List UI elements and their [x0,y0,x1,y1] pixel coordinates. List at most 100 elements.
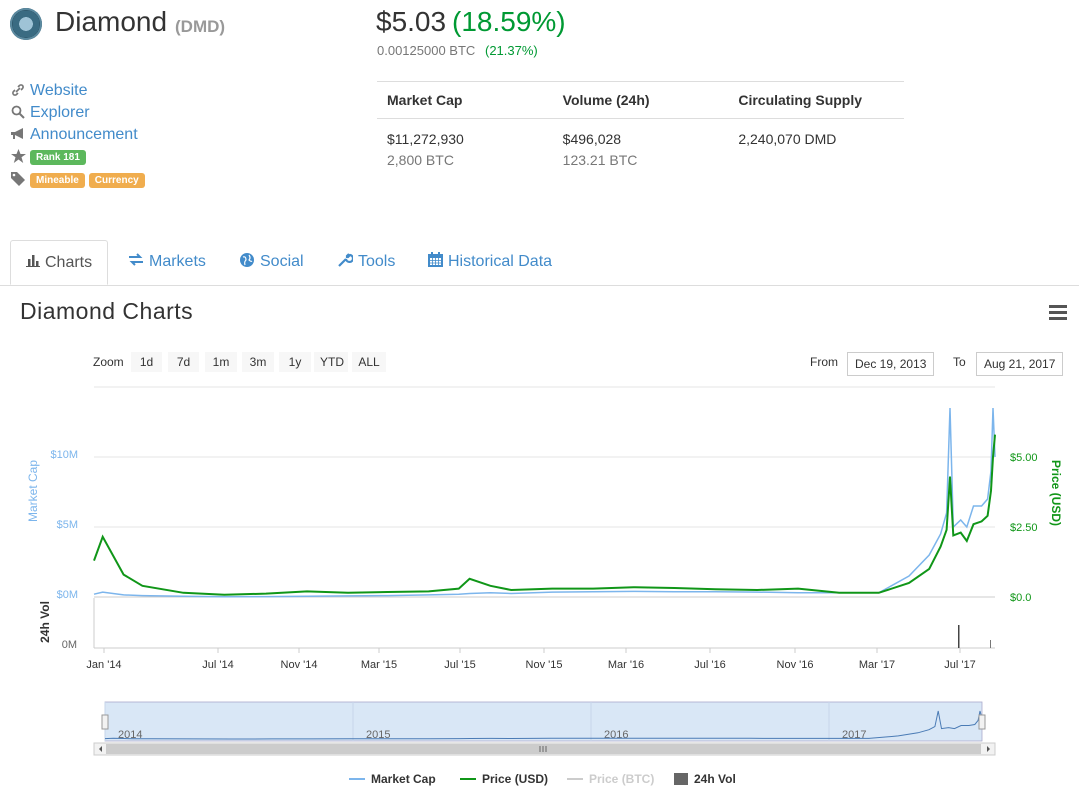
x-tick-label: Nov '14 [281,659,318,671]
zoom-1m-button[interactable]: 1m [205,352,237,372]
search-icon [10,105,26,122]
tag-mineable[interactable]: Mineable [30,172,85,188]
zoom-1y-button[interactable]: 1y [279,352,311,372]
tab-charts-label: Charts [45,253,93,271]
header-supply: Circulating Supply [738,92,863,108]
x-tick-label: Jul '15 [444,659,475,671]
exchange-icon [128,253,144,271]
zoom-7d-button[interactable]: 7d [168,352,199,372]
volume-tick-label: 0M [62,639,77,651]
market-cap-line [93,407,996,598]
legend-price-btc[interactable]: Price (BTC) [567,772,654,786]
tab-historical-label: Historical Data [448,253,553,270]
tab-tools-label: Tools [358,253,396,270]
stats-value-row: $11,272,930 2,800 BTC $496,028 123.21 BT… [377,119,904,168]
x-tick-label: Jan '14 [86,659,121,671]
to-label: To [953,355,966,369]
scroll-right-arrow-icon [987,746,990,752]
navigator-right-handle [978,714,986,730]
x-tick-label: Jul '17 [944,659,975,671]
stats-header-row: Market Cap Volume (24h) Circulating Supp… [377,82,904,119]
x-tick-label: Jul '16 [694,659,725,671]
tag-currency[interactable]: Currency [88,172,145,188]
circulating-supply: 2,240,070 DMD [738,131,837,147]
zoom-all-button[interactable]: ALL [352,352,386,372]
tag-icon [10,171,26,189]
left-tick-label: $5M [57,519,78,531]
tab-bar: Charts Markets Social Tools Historical D… [0,240,1079,286]
x-tick-label: Mar '15 [361,659,397,671]
volume-usd: $496,028 [562,131,622,147]
x-tick-label: Nov '15 [526,659,563,671]
tab-charts[interactable]: Charts [10,240,109,285]
rank-row: Rank 181 [10,149,86,166]
explorer-link[interactable]: Explorer [10,104,90,122]
left-tick-label: $0M [57,589,78,601]
x-tick-label: Mar '17 [859,659,895,671]
navigator-window [104,701,983,742]
market-cap-btc: 2,800 BTC [387,152,454,168]
price-btc-change: (21.37%) [485,43,538,58]
bullhorn-icon [10,127,26,144]
tab-markets-label: Markets [149,253,206,270]
navigator-left-handle [101,714,109,730]
navigator-year-label: 2016 [604,729,628,741]
rank-badge: Rank 181 [30,150,86,165]
legend-price-usd-label: Price (USD) [482,772,549,786]
right-tick-label: $5.00 [1010,452,1038,464]
tab-markets[interactable]: Markets [128,240,206,284]
volume-btc: 123.21 BTC [562,152,638,168]
left-tick-label: $10M [50,449,78,461]
hamburger-menu-icon[interactable] [1049,305,1067,323]
x-tick-label: Nov '16 [777,659,814,671]
charts-title: Diamond Charts [20,298,194,324]
tab-tools[interactable]: Tools [337,240,395,284]
legend-price-usd[interactable]: Price (USD) [460,772,548,786]
website-link[interactable]: Website [10,82,88,100]
x-tick-label: Jul '14 [202,659,233,671]
price-btc: 0.00125000 BTC [377,43,476,58]
tags-row: Mineable Currency [10,171,145,189]
announcement-link[interactable]: Announcement [10,126,138,144]
legend-price-btc-label: Price (BTC) [589,772,655,786]
price-change: (18.59%) [452,6,566,37]
link-icon [10,83,26,100]
star-icon [10,149,26,166]
zoom-1d-button[interactable]: 1d [131,352,162,372]
price-chart[interactable]: 24h Vol 0M $10M $5.00 $5M $2.50 $0M $0.0 Market… [0,380,1079,770]
navigator-year-label: 2015 [366,729,390,741]
navigator-line [104,710,983,740]
coin-logo [10,8,42,40]
to-date-input[interactable]: Aug 21, 2017 [976,352,1064,376]
wrench-icon [337,252,355,273]
x-tick-label: Mar '16 [608,659,644,671]
header-volume: Volume (24h) [562,92,650,108]
explorer-label[interactable]: Explorer [30,104,90,121]
market-cap-usd: $11,272,930 [387,131,464,147]
price-usd: $5.03 [376,6,447,37]
website-label[interactable]: Website [30,82,88,99]
zoom-label: Zoom [93,355,124,369]
legend-24h-vol[interactable]: 24h Vol [674,772,736,786]
volume-bar [958,625,960,648]
navigator-year-label: 2014 [118,729,142,741]
tab-social[interactable]: Social [239,240,304,284]
zoom-ytd-button[interactable]: YTD [314,352,348,372]
announcement-label[interactable]: Announcement [30,126,138,143]
bar-chart-icon [26,254,40,272]
globe-icon [239,252,255,273]
volume-axis-title: 24h Vol [38,601,52,643]
tab-social-label: Social [260,253,304,270]
navigator-year-label: 2017 [842,729,866,741]
legend-market-cap[interactable]: Market Cap [349,772,436,786]
legend-24h-vol-label: 24h Vol [694,772,736,786]
right-tick-label: $2.50 [1010,522,1038,534]
from-date-input[interactable]: Dec 19, 2013 [847,352,935,376]
stats-table: Market Cap Volume (24h) Circulating Supp… [377,81,904,168]
left-axis-title: Market Cap [26,460,40,522]
zoom-3m-button[interactable]: 3m [242,352,274,372]
right-axis-title: Price (USD) [1049,460,1063,526]
tab-historical-data[interactable]: Historical Data [428,240,552,284]
price-usd-line [93,434,996,596]
scroll-left-arrow-icon [99,746,102,752]
